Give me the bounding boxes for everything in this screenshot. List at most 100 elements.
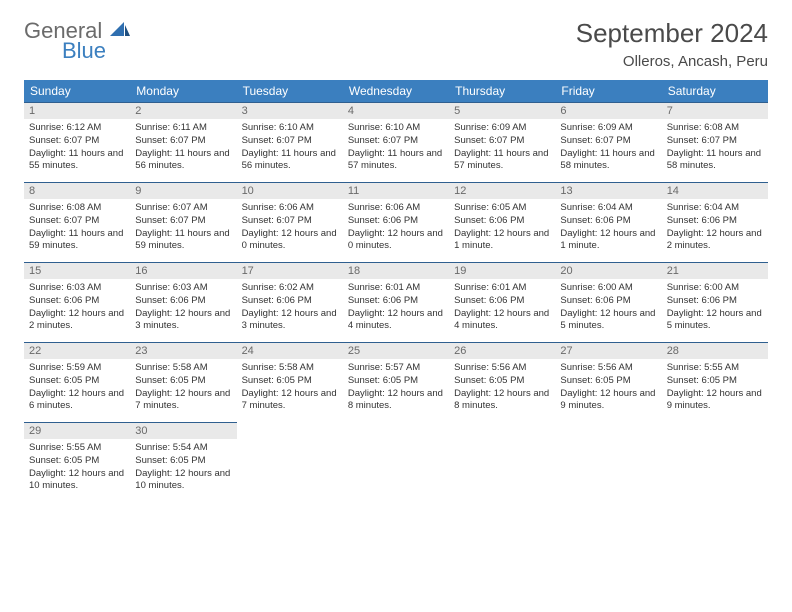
sunset-text: Sunset: 6:07 PM <box>242 135 338 148</box>
day-number: 18 <box>343 263 449 279</box>
sunset-text: Sunset: 6:07 PM <box>454 135 550 148</box>
day-number: 27 <box>555 343 661 359</box>
day-details: Sunrise: 6:04 AMSunset: 6:06 PMDaylight:… <box>557 202 659 253</box>
day-details: Sunrise: 6:10 AMSunset: 6:07 PMDaylight:… <box>345 122 447 173</box>
daylight-text: Daylight: 12 hours and 6 minutes. <box>29 388 125 414</box>
empty-cell <box>237 423 343 503</box>
day-cell: 20Sunrise: 6:00 AMSunset: 6:06 PMDayligh… <box>555 263 661 343</box>
sunrise-text: Sunrise: 6:03 AM <box>135 282 231 295</box>
day-cell: 17Sunrise: 6:02 AMSunset: 6:06 PMDayligh… <box>237 263 343 343</box>
sunset-text: Sunset: 6:07 PM <box>135 215 231 228</box>
sunrise-text: Sunrise: 5:59 AM <box>29 362 125 375</box>
daylight-text: Daylight: 12 hours and 2 minutes. <box>29 308 125 334</box>
day-number: 4 <box>343 103 449 119</box>
sunrise-text: Sunrise: 5:55 AM <box>667 362 763 375</box>
day-cell: 7Sunrise: 6:08 AMSunset: 6:07 PMDaylight… <box>662 103 768 183</box>
calendar-page: General Blue September 2024 Olleros, Anc… <box>0 0 792 503</box>
empty-cell <box>662 423 768 503</box>
sunrise-text: Sunrise: 6:09 AM <box>560 122 656 135</box>
day-cell: 2Sunrise: 6:11 AMSunset: 6:07 PMDaylight… <box>130 103 236 183</box>
day-details: Sunrise: 5:59 AMSunset: 6:05 PMDaylight:… <box>26 362 128 413</box>
sunset-text: Sunset: 6:07 PM <box>242 215 338 228</box>
sunset-text: Sunset: 6:06 PM <box>29 295 125 308</box>
day-number: 6 <box>555 103 661 119</box>
day-details: Sunrise: 5:58 AMSunset: 6:05 PMDaylight:… <box>132 362 234 413</box>
day-number: 9 <box>130 183 236 199</box>
day-number: 8 <box>24 183 130 199</box>
day-cell: 15Sunrise: 6:03 AMSunset: 6:06 PMDayligh… <box>24 263 130 343</box>
sunrise-text: Sunrise: 6:00 AM <box>667 282 763 295</box>
day-cell: 13 Sunrise: 6:04 AMSunset: 6:06 PMDayligh… <box>555 183 661 263</box>
day-number: 13 <box>555 183 661 199</box>
sunset-text: Sunset: 6:05 PM <box>29 375 125 388</box>
sunrise-text: Sunrise: 6:12 AM <box>29 122 125 135</box>
day-details: Sunrise: 6:12 AMSunset: 6:07 PMDaylight:… <box>26 122 128 173</box>
sunrise-text: Sunrise: 5:57 AM <box>348 362 444 375</box>
daylight-text: Daylight: 11 hours and 56 minutes. <box>242 148 338 174</box>
day-number: 23 <box>130 343 236 359</box>
week-row: 8 Sunrise: 6:08 AMSunset: 6:07 PMDaylight… <box>24 183 768 263</box>
day-details: Sunrise: 6:08 AMSunset: 6:07 PMDaylight:… <box>664 122 766 173</box>
day-details: Sunrise: 6:03 AMSunset: 6:06 PMDaylight:… <box>132 282 234 333</box>
empty-cell <box>343 423 449 503</box>
daylight-text: Daylight: 11 hours and 59 minutes. <box>29 228 125 254</box>
empty-cell <box>449 423 555 503</box>
day-cell: 6Sunrise: 6:09 AMSunset: 6:07 PMDaylight… <box>555 103 661 183</box>
sail-icon <box>108 18 130 43</box>
day-number: 26 <box>449 343 555 359</box>
daylight-text: Daylight: 12 hours and 4 minutes. <box>454 308 550 334</box>
sunset-text: Sunset: 6:07 PM <box>348 135 444 148</box>
sunset-text: Sunset: 6:07 PM <box>135 135 231 148</box>
sunrise-text: Sunrise: 6:01 AM <box>348 282 444 295</box>
sunset-text: Sunset: 6:07 PM <box>29 135 125 148</box>
day-number: 3 <box>237 103 343 119</box>
day-cell: 5Sunrise: 6:09 AMSunset: 6:07 PMDaylight… <box>449 103 555 183</box>
sunset-text: Sunset: 6:05 PM <box>29 455 125 468</box>
day-number: 30 <box>130 423 236 439</box>
day-cell: 16Sunrise: 6:03 AMSunset: 6:06 PMDayligh… <box>130 263 236 343</box>
day-cell: 4 Sunrise: 6:10 AMSunset: 6:07 PMDaylight… <box>343 103 449 183</box>
col-thursday: Thursday <box>449 80 555 103</box>
sunrise-text: Sunrise: 5:58 AM <box>242 362 338 375</box>
sunrise-text: Sunrise: 6:05 AM <box>454 202 550 215</box>
col-monday: Monday <box>130 80 236 103</box>
day-number: 1 <box>24 103 130 119</box>
day-cell: 30 Sunrise: 5:54 AMSunset: 6:05 PMDayligh… <box>130 423 236 503</box>
daylight-text: Daylight: 12 hours and 8 minutes. <box>348 388 444 414</box>
day-details: Sunrise: 6:08 AMSunset: 6:07 PMDaylight:… <box>26 202 128 253</box>
day-cell: 23 Sunrise: 5:58 AMSunset: 6:05 PMDayligh… <box>130 343 236 423</box>
day-number: 11 <box>343 183 449 199</box>
day-number: 20 <box>555 263 661 279</box>
sunset-text: Sunset: 6:05 PM <box>135 455 231 468</box>
day-cell: 14Sunrise: 6:04 AMSunset: 6:06 PMDayligh… <box>662 183 768 263</box>
daylight-text: Daylight: 11 hours and 55 minutes. <box>29 148 125 174</box>
sunrise-text: Sunrise: 6:06 AM <box>242 202 338 215</box>
daylight-text: Daylight: 12 hours and 8 minutes. <box>454 388 550 414</box>
sunset-text: Sunset: 6:05 PM <box>135 375 231 388</box>
title-block: September 2024 Olleros, Ancash, Peru <box>576 18 768 70</box>
header: General Blue September 2024 Olleros, Anc… <box>24 18 768 70</box>
sunset-text: Sunset: 6:06 PM <box>667 295 763 308</box>
daylight-text: Daylight: 12 hours and 5 minutes. <box>560 308 656 334</box>
day-details: Sunrise: 5:54 AMSunset: 6:05 PMDaylight:… <box>132 442 234 493</box>
week-row: 22Sunrise: 5:59 AMSunset: 6:05 PMDayligh… <box>24 343 768 423</box>
weekday-header-row: Sunday Monday Tuesday Wednesday Thursday… <box>24 80 768 103</box>
col-saturday: Saturday <box>662 80 768 103</box>
day-details: Sunrise: 6:05 AMSunset: 6:06 PMDaylight:… <box>451 202 553 253</box>
daylight-text: Daylight: 12 hours and 10 minutes. <box>135 468 231 494</box>
day-cell: 24Sunrise: 5:58 AMSunset: 6:05 PMDayligh… <box>237 343 343 423</box>
calendar-table: Sunday Monday Tuesday Wednesday Thursday… <box>24 80 768 503</box>
day-cell: 1 Sunrise: 6:12 AMSunset: 6:07 PMDaylight… <box>24 103 130 183</box>
sunrise-text: Sunrise: 5:55 AM <box>29 442 125 455</box>
daylight-text: Daylight: 12 hours and 7 minutes. <box>135 388 231 414</box>
day-cell: 29Sunrise: 5:55 AMSunset: 6:05 PMDayligh… <box>24 423 130 503</box>
day-cell: 3Sunrise: 6:10 AMSunset: 6:07 PMDaylight… <box>237 103 343 183</box>
daylight-text: Daylight: 12 hours and 9 minutes. <box>560 388 656 414</box>
day-number: 14 <box>662 183 768 199</box>
day-number: 21 <box>662 263 768 279</box>
sunrise-text: Sunrise: 6:10 AM <box>348 122 444 135</box>
day-details: Sunrise: 5:57 AMSunset: 6:05 PMDaylight:… <box>345 362 447 413</box>
week-row: 29Sunrise: 5:55 AMSunset: 6:05 PMDayligh… <box>24 423 768 503</box>
daylight-text: Daylight: 12 hours and 1 minute. <box>560 228 656 254</box>
day-details: Sunrise: 6:11 AMSunset: 6:07 PMDaylight:… <box>132 122 234 173</box>
